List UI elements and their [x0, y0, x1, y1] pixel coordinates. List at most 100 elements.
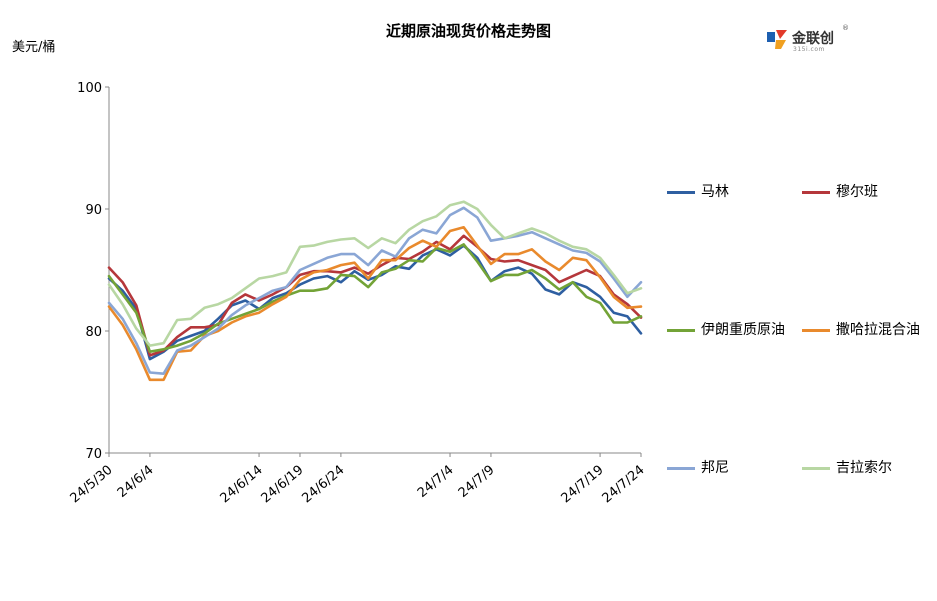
- data-point: [421, 220, 424, 222]
- data-point: [612, 274, 615, 276]
- data-point: [162, 372, 165, 375]
- data-point: [312, 244, 315, 247]
- logo-subtext: 315i.com: [793, 46, 825, 53]
- data-point: [558, 243, 560, 246]
- data-point: [312, 289, 315, 292]
- x-tick-label: 24/6/19: [259, 463, 307, 507]
- data-point: [517, 253, 519, 255]
- data-point: [517, 259, 519, 262]
- data-point: [640, 287, 642, 290]
- data-point: [121, 303, 124, 306]
- legend-swatch: [667, 328, 695, 332]
- data-point: [203, 330, 206, 332]
- data-point: [490, 239, 492, 242]
- data-point: [599, 302, 601, 304]
- x-tick-label: 24/7/9: [456, 463, 498, 501]
- data-point: [503, 270, 506, 273]
- data-point: [340, 264, 342, 266]
- data-point: [203, 336, 206, 338]
- data-point: [544, 269, 547, 271]
- data-point: [176, 340, 178, 342]
- data-point: [476, 208, 479, 210]
- data-point: [135, 304, 138, 307]
- data-point: [462, 243, 465, 246]
- legend-label: 伊朗重质原油: [701, 322, 785, 338]
- data-point: [503, 260, 506, 263]
- logo-icon: [767, 30, 787, 49]
- data-point: [108, 266, 110, 269]
- data-point: [544, 237, 547, 240]
- data-point: [585, 248, 588, 251]
- data-point: [231, 314, 233, 316]
- data-point: [312, 271, 315, 274]
- data-point: [271, 289, 274, 292]
- data-point: [640, 332, 642, 335]
- data-point: [572, 249, 574, 252]
- data-point: [449, 204, 451, 207]
- data-point: [108, 275, 110, 277]
- data-point: [490, 280, 492, 282]
- data-point: [149, 358, 151, 360]
- data-point: [476, 244, 479, 247]
- data-point: [531, 231, 533, 233]
- data-point: [517, 266, 519, 269]
- data-point: [612, 311, 615, 314]
- data-point: [367, 272, 370, 275]
- data-point: [585, 252, 588, 254]
- data-point: [462, 207, 465, 209]
- y-tick-label: 70: [85, 447, 102, 462]
- y-tick-label: 100: [77, 81, 102, 96]
- data-point: [121, 318, 124, 320]
- data-point: [353, 270, 356, 273]
- data-point: [558, 281, 560, 284]
- data-point: [149, 379, 151, 381]
- data-point: [299, 246, 301, 248]
- data-point: [394, 259, 397, 262]
- data-point: [312, 263, 315, 265]
- data-point: [121, 293, 124, 296]
- data-point: [135, 311, 138, 314]
- data-point: [599, 260, 601, 263]
- data-point: [381, 259, 383, 262]
- data-point: [544, 277, 547, 280]
- series-line-6: [107, 200, 643, 347]
- data-point: [531, 269, 533, 271]
- data-point: [585, 259, 588, 262]
- data-point: [394, 242, 397, 244]
- data-point: [353, 266, 356, 269]
- data-point: [121, 281, 124, 284]
- data-point: [449, 214, 451, 216]
- data-point: [408, 259, 410, 262]
- data-point: [435, 241, 438, 243]
- legend-label: 撒哈拉混合油: [836, 322, 920, 338]
- data-point: [312, 277, 315, 280]
- data-point: [231, 321, 233, 324]
- data-point: [572, 275, 574, 277]
- data-point: [449, 254, 451, 257]
- series-line-3: [107, 243, 643, 354]
- data-point: [326, 287, 329, 290]
- data-point: [381, 237, 383, 240]
- data-point: [108, 302, 110, 304]
- data-point: [381, 271, 383, 274]
- data-point: [435, 215, 438, 218]
- data-point: [176, 319, 178, 321]
- data-point: [626, 321, 629, 324]
- data-point: [190, 335, 192, 337]
- data-point: [612, 321, 615, 324]
- chart-title: 近期原油现货价格走势图: [385, 22, 551, 40]
- legend-swatch: [667, 466, 695, 470]
- data-point: [626, 315, 629, 318]
- data-point: [108, 305, 110, 308]
- x-tick-label: 24/7/19: [559, 463, 607, 507]
- series-line-1: [107, 244, 643, 361]
- data-point: [449, 230, 451, 232]
- data-point: [326, 275, 329, 277]
- data-point: [217, 303, 219, 306]
- data-point: [599, 276, 601, 279]
- data-point: [531, 272, 533, 275]
- data-point: [558, 288, 560, 291]
- data-point: [449, 248, 451, 251]
- data-point: [271, 300, 274, 303]
- data-point: [190, 349, 192, 352]
